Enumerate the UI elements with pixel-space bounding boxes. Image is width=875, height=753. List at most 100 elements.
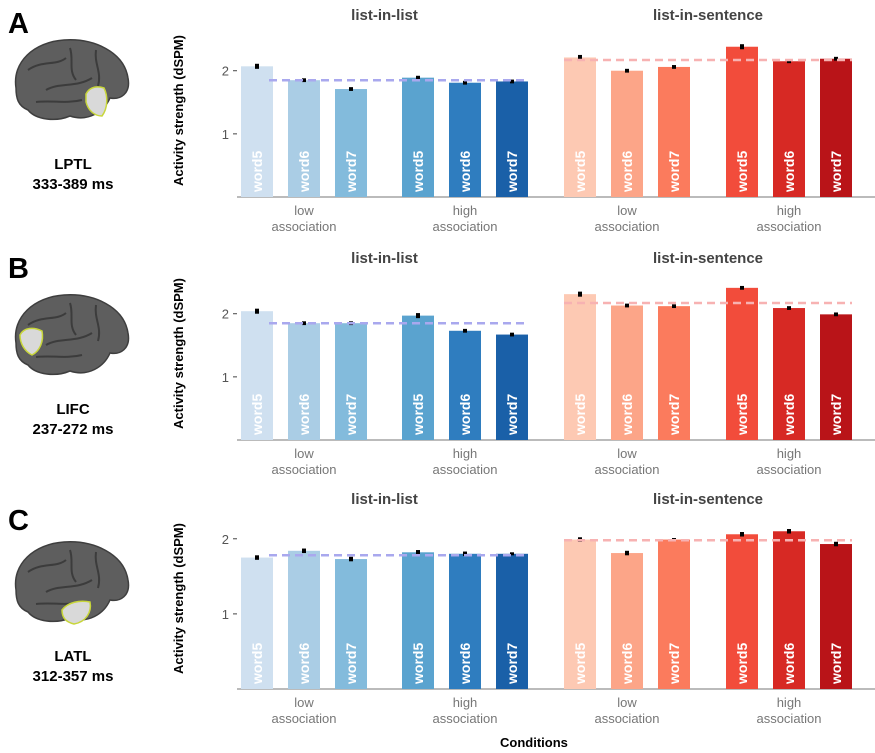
bar-chart-panel-a: Activity strength (dSPM) 1 2 list-in-list wo… bbox=[171, 7, 875, 234]
bar bbox=[611, 70, 643, 197]
x-category-label: high bbox=[453, 203, 478, 218]
panel-letter: C bbox=[8, 505, 29, 537]
bar bbox=[288, 80, 320, 197]
bar bbox=[496, 81, 528, 197]
bar bbox=[726, 287, 758, 440]
group-title: list-in-list bbox=[351, 7, 418, 24]
bar bbox=[402, 77, 434, 197]
bar-label: word6 bbox=[619, 394, 635, 436]
bar-label: word6 bbox=[296, 643, 312, 685]
error-bar bbox=[578, 54, 582, 60]
bar bbox=[402, 552, 434, 689]
error-bar bbox=[672, 304, 676, 309]
bar-label: word6 bbox=[781, 643, 797, 685]
error-bar bbox=[625, 303, 629, 308]
error-bar bbox=[416, 550, 420, 555]
bar-label: word6 bbox=[296, 394, 312, 436]
error-bar bbox=[625, 68, 629, 73]
error-bar bbox=[349, 87, 353, 91]
x-category-label: low bbox=[294, 695, 314, 710]
bar-label: word6 bbox=[619, 643, 635, 685]
bar bbox=[564, 294, 596, 440]
bar bbox=[335, 89, 367, 197]
error-bar bbox=[740, 532, 744, 537]
x-category-label: association bbox=[271, 219, 336, 234]
x-category-label: association bbox=[432, 711, 497, 726]
bar-label: word7 bbox=[666, 643, 682, 685]
bar bbox=[726, 534, 758, 689]
brain-lateral-view-icon bbox=[14, 294, 130, 376]
time-window-label: 312-357 ms bbox=[32, 668, 114, 685]
y-tick-label: 2 bbox=[222, 64, 229, 79]
y-tick-label: 1 bbox=[222, 370, 229, 385]
bar bbox=[449, 82, 481, 197]
bar bbox=[288, 323, 320, 440]
error-bar bbox=[834, 541, 838, 547]
y-axis-label: Activity strength (dSPM) bbox=[171, 523, 186, 674]
bar-label: word7 bbox=[343, 151, 359, 193]
bar-label: word7 bbox=[504, 394, 520, 436]
bar-label: word5 bbox=[572, 151, 588, 193]
bar-label: word7 bbox=[666, 151, 682, 193]
x-category-label: low bbox=[617, 203, 637, 218]
bar-label: word5 bbox=[572, 643, 588, 685]
bar bbox=[611, 553, 643, 689]
error-bar bbox=[255, 555, 259, 560]
bar bbox=[402, 315, 434, 440]
x-category-label: association bbox=[594, 711, 659, 726]
bar-label: word5 bbox=[410, 151, 426, 193]
y-tick-label: 1 bbox=[222, 127, 229, 142]
bar bbox=[564, 57, 596, 197]
error-bar bbox=[834, 56, 838, 61]
group-title: list-in-list bbox=[351, 491, 418, 508]
bar-label: word5 bbox=[734, 394, 750, 436]
bar-label: word5 bbox=[572, 394, 588, 436]
bar bbox=[496, 553, 528, 689]
x-category-label: association bbox=[594, 219, 659, 234]
error-bar bbox=[510, 79, 514, 84]
bar bbox=[449, 553, 481, 689]
error-bar bbox=[302, 78, 306, 83]
bar-label: word5 bbox=[249, 643, 265, 685]
panel-c: C LATL 312-357 ms Activity strength (dSP… bbox=[0, 490, 875, 753]
bar bbox=[658, 539, 690, 689]
error-bar bbox=[349, 556, 353, 562]
error-bar bbox=[787, 59, 791, 64]
bar-label: word5 bbox=[410, 394, 426, 436]
error-bar bbox=[834, 312, 838, 317]
bar-label: word6 bbox=[619, 151, 635, 193]
error-bar bbox=[302, 321, 306, 326]
bar-label: word7 bbox=[343, 643, 359, 685]
bar bbox=[496, 334, 528, 440]
x-category-label: association bbox=[432, 219, 497, 234]
x-category-label: association bbox=[271, 462, 336, 477]
bar-label: word6 bbox=[457, 151, 473, 193]
bar-label: word7 bbox=[666, 394, 682, 436]
bar-label: word6 bbox=[781, 151, 797, 193]
x-category-label: high bbox=[453, 446, 478, 461]
error-bar bbox=[255, 308, 259, 314]
bar bbox=[241, 66, 273, 198]
bar bbox=[449, 330, 481, 440]
bar bbox=[773, 308, 805, 440]
bar bbox=[820, 544, 852, 689]
x-category-label: low bbox=[294, 203, 314, 218]
bar-label: word7 bbox=[828, 394, 844, 436]
bar-label: word6 bbox=[781, 394, 797, 436]
y-tick-label: 2 bbox=[222, 532, 229, 547]
group-title: list-in-list bbox=[351, 250, 418, 267]
x-category-label: association bbox=[756, 219, 821, 234]
bar-label: word6 bbox=[296, 151, 312, 193]
x-category-label: association bbox=[271, 711, 336, 726]
bar bbox=[335, 559, 367, 689]
bar bbox=[773, 531, 805, 689]
error-bar bbox=[416, 75, 420, 80]
bar-label: word7 bbox=[504, 643, 520, 685]
bar-chart-panel-c: Activity strength (dSPM) 1 2 list-in-list wo… bbox=[171, 491, 875, 726]
y-tick-label: 1 bbox=[222, 607, 229, 622]
error-bar bbox=[625, 550, 629, 556]
bar-label: word7 bbox=[343, 394, 359, 436]
bar-label: word5 bbox=[734, 643, 750, 685]
bar bbox=[241, 557, 273, 689]
bar bbox=[658, 66, 690, 197]
